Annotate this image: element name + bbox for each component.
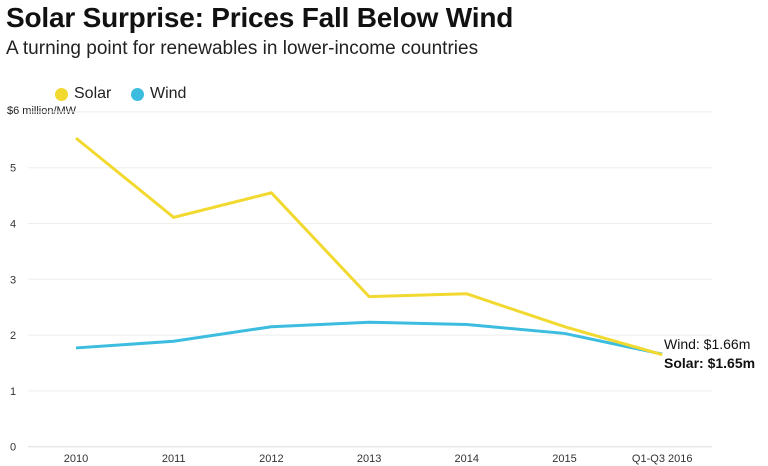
wind-legend-dot-icon bbox=[131, 87, 144, 101]
x-tick-label: 2013 bbox=[357, 453, 381, 465]
x-tick-label: 2014 bbox=[455, 453, 479, 465]
legend-item-solar: Solar bbox=[55, 85, 111, 103]
solar-legend-dot-icon bbox=[55, 87, 68, 101]
y-tick-label: 3 bbox=[10, 274, 16, 286]
series-line-solar bbox=[75, 136, 663, 357]
series-line-wind bbox=[75, 320, 663, 356]
chart-title: Solar Surprise: Prices Fall Below Wind bbox=[6, 2, 514, 33]
annotation-solar: Solar: $1.65m bbox=[664, 355, 756, 371]
chart-subtitle: A turning point for renewables in lower-… bbox=[6, 38, 479, 59]
legend-label-wind: Wind bbox=[150, 85, 187, 102]
y-tick-label: 5 bbox=[10, 163, 16, 175]
y-axis-label: $6 million/MW bbox=[7, 105, 77, 117]
legend-label-solar: Solar bbox=[74, 85, 112, 102]
x-tick-label: 2011 bbox=[162, 453, 186, 465]
annotation-wind: Wind: $1.66m bbox=[664, 336, 751, 352]
y-tick-label: 2 bbox=[10, 330, 16, 342]
x-tick-label: 2015 bbox=[552, 453, 576, 465]
y-tick-label: 1 bbox=[10, 386, 16, 398]
x-tick-label: Q1-Q3 2016 bbox=[632, 453, 693, 465]
y-tick-label: 0 bbox=[10, 442, 16, 454]
x-tick-label: 2010 bbox=[64, 453, 88, 465]
y-tick-label: 4 bbox=[10, 219, 16, 231]
x-tick-label: 2012 bbox=[259, 453, 283, 465]
legend-item-wind: Wind bbox=[131, 85, 186, 103]
